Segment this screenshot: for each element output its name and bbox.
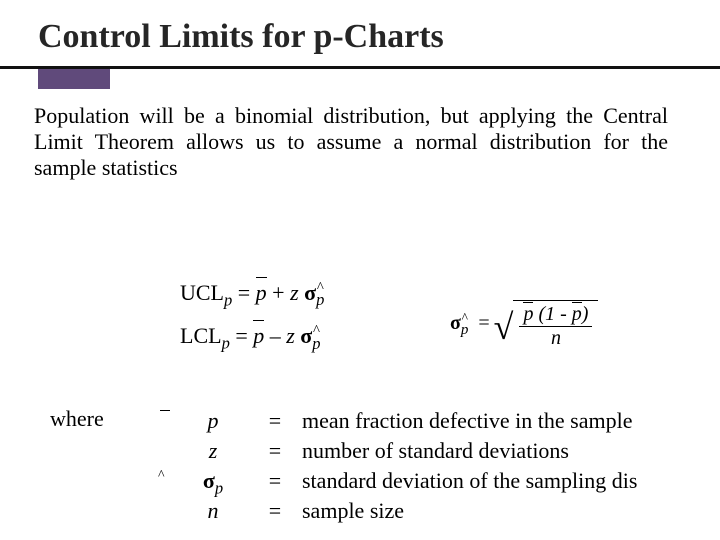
ucl-label: UCL [180, 280, 224, 305]
eq-0: = [248, 406, 302, 436]
desc-1: number of standard deviations [302, 436, 637, 466]
sigma-definition: σ^p = √ p (1 - p) n [450, 300, 598, 350]
slide-root: { "title": "Control Limits for p-Charts"… [0, 0, 720, 540]
eq-1: = [248, 436, 302, 466]
slide-title: Control Limits for p-Charts [0, 0, 720, 60]
p-bar: p [572, 303, 582, 326]
one-minus: (1 - [538, 303, 571, 325]
eq-sign: = [235, 323, 247, 348]
eq-2: = [248, 466, 302, 496]
radical-icon: √ [494, 309, 514, 345]
ucl-formula: UCLp = p + z σ^p [180, 278, 324, 311]
symbol-column: p z σp n [178, 406, 248, 526]
hat-mark: ^ [158, 468, 165, 484]
sigma-sub-phat: ^p [316, 290, 324, 309]
equals-column: = = = = [248, 406, 302, 526]
z-var: z [290, 280, 299, 305]
eq-sign: = [238, 280, 250, 305]
minus-sign: – [270, 323, 281, 348]
p-bar: p [253, 321, 264, 352]
formula-block: UCLp = p + z σ^p LCLp = p – z σ^p [180, 278, 324, 365]
sym-p: p [178, 406, 248, 436]
desc-3: sample size [302, 496, 637, 526]
sym-n: n [178, 496, 248, 526]
where-block: where ^ p z σp n = = = = mean fraction d… [50, 406, 637, 526]
accent-bar [38, 69, 110, 89]
sigma-sub-phat: ^p [461, 322, 469, 338]
sym-z: z [178, 436, 248, 466]
description-column: mean fraction defective in the sample nu… [302, 406, 637, 526]
eq-3: = [248, 496, 302, 526]
lcl-label: LCL [180, 323, 222, 348]
p-bar: p [523, 303, 533, 326]
denominator-n: n [519, 327, 592, 350]
close-paren: ) [582, 303, 589, 325]
bar-mark [160, 410, 170, 411]
sqrt-expression: √ p (1 - p) n [494, 300, 599, 350]
sigma-sub-phat: ^p [312, 334, 320, 353]
prefix-column: ^ [156, 406, 178, 526]
desc-0: mean fraction defective in the sample [302, 406, 637, 436]
sigma-symbol: σ [450, 312, 461, 334]
where-label: where [50, 406, 156, 526]
z-var: z [286, 323, 295, 348]
sigma-symbol: σ [304, 280, 316, 305]
desc-2: standard deviation of the sampling dis [302, 466, 637, 496]
plus-sign: + [272, 280, 284, 305]
lcl-formula: LCLp = p – z σ^p [180, 321, 324, 354]
eq-sign: = [478, 312, 489, 334]
p-bar: p [256, 278, 267, 309]
fraction: p (1 - p) n [519, 303, 592, 350]
sym-sigma-p: σp [178, 466, 248, 496]
lcl-sub-p: p [222, 334, 230, 353]
sigma-symbol: σ [300, 323, 312, 348]
ucl-sub-p: p [224, 290, 232, 309]
